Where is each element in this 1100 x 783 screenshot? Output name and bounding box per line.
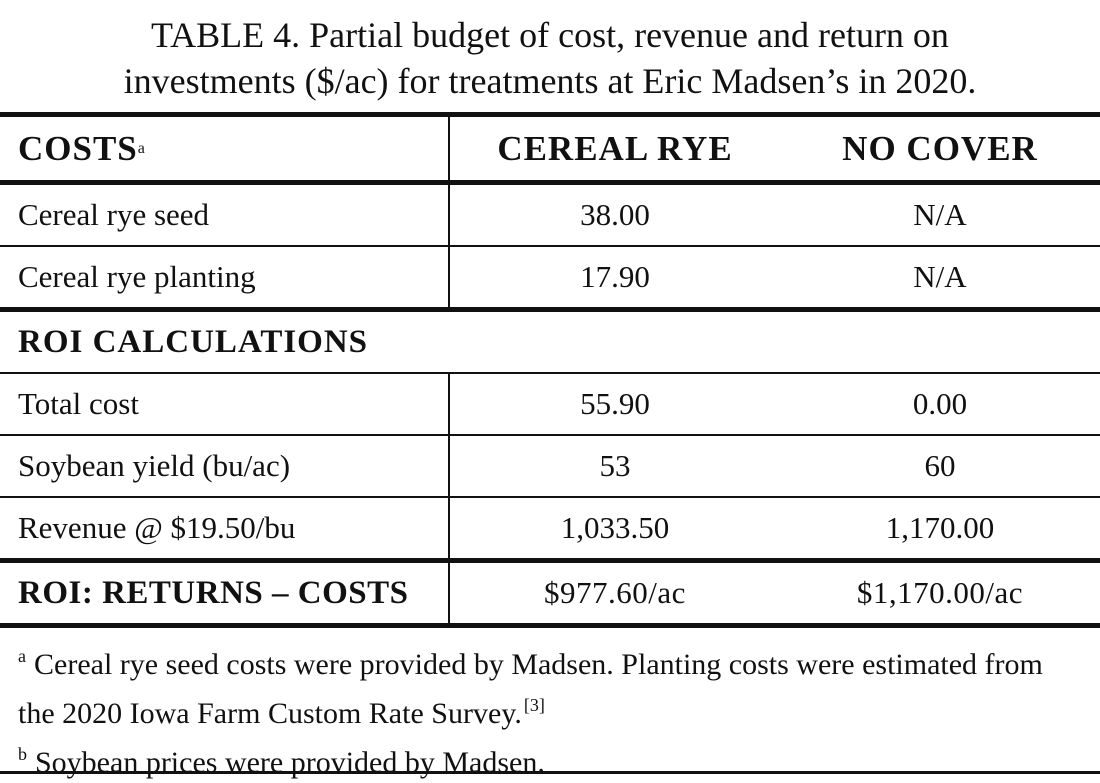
header-cell: COSTS a bbox=[0, 117, 450, 180]
header-text: COSTS bbox=[18, 128, 138, 168]
table-row: Total cost 55.90 0.00 bbox=[0, 374, 1100, 436]
footnote-text: Cereal rye seed costs were provided by M… bbox=[18, 648, 1043, 730]
cell: Cereal rye seed bbox=[0, 185, 450, 245]
header-cell: CEREAL RYE bbox=[497, 128, 733, 168]
citation: [3] bbox=[523, 695, 545, 715]
cell: 55.90 bbox=[580, 386, 650, 421]
title-line: investments ($/ac) for treatments at Eri… bbox=[123, 61, 977, 101]
cell: 53 bbox=[599, 448, 631, 483]
cell: 38.00 bbox=[580, 197, 650, 232]
cell: Revenue @ $19.50/bu bbox=[0, 498, 450, 558]
cell: Total cost bbox=[0, 374, 450, 434]
cell: N/A bbox=[913, 197, 967, 232]
roi-rows: Total cost 55.90 0.00 Soybean yield (bu/ac)… bbox=[0, 374, 1100, 563]
cell: 1,170.00 bbox=[885, 510, 995, 545]
header-row: COSTS a CEREAL RYE NO COVER bbox=[0, 117, 1100, 185]
footnote: a Cereal rye seed costs were provided by … bbox=[18, 636, 1082, 734]
header-cell: NO COVER bbox=[842, 128, 1038, 168]
cell: $977.60/ac bbox=[544, 575, 686, 610]
cell: 1,033.50 bbox=[560, 510, 670, 545]
table-title: TABLE 4. Partial budget of cost, revenue… bbox=[0, 0, 1100, 117]
section-title: ROI CALCULATIONS bbox=[0, 312, 1100, 374]
total-row: ROI: RETURNS – COSTS $977.60/ac $1,170.0… bbox=[0, 563, 1100, 628]
table-row: Revenue @ $19.50/bu 1,033.50 1,170.00 bbox=[0, 498, 1100, 563]
cell: 60 bbox=[924, 448, 956, 483]
cell: ROI: RETURNS – COSTS bbox=[0, 563, 450, 623]
table-row: Soybean yield (bu/ac) 53 60 bbox=[0, 436, 1100, 498]
cell: $1,170.00/ac bbox=[856, 575, 1024, 610]
footnote-mark: b bbox=[18, 744, 27, 764]
cell: 17.90 bbox=[580, 259, 650, 294]
footnote-text: Soybean prices were provided by Madsen. bbox=[35, 746, 545, 779]
cost-rows: Cereal rye seed 38.00 N/A Cereal rye planti… bbox=[0, 185, 1100, 312]
table-row: Cereal rye planting 17.90 N/A bbox=[0, 247, 1100, 312]
table-row: Cereal rye seed 38.00 N/A bbox=[0, 185, 1100, 247]
cell: Cereal rye planting bbox=[0, 247, 450, 307]
footnotes: a Cereal rye seed costs were provided by … bbox=[0, 628, 1100, 779]
footnote: b Soybean prices were provided by Madsen. bbox=[18, 734, 1082, 783]
footnote-ref: a bbox=[137, 139, 146, 157]
title-line: TABLE 4. Partial budget of cost, revenue… bbox=[151, 15, 949, 55]
cell: 0.00 bbox=[912, 386, 968, 421]
cell: Soybean yield (bu/ac) bbox=[0, 436, 450, 496]
cell: N/A bbox=[913, 259, 967, 294]
footnote-mark: a bbox=[18, 646, 26, 666]
